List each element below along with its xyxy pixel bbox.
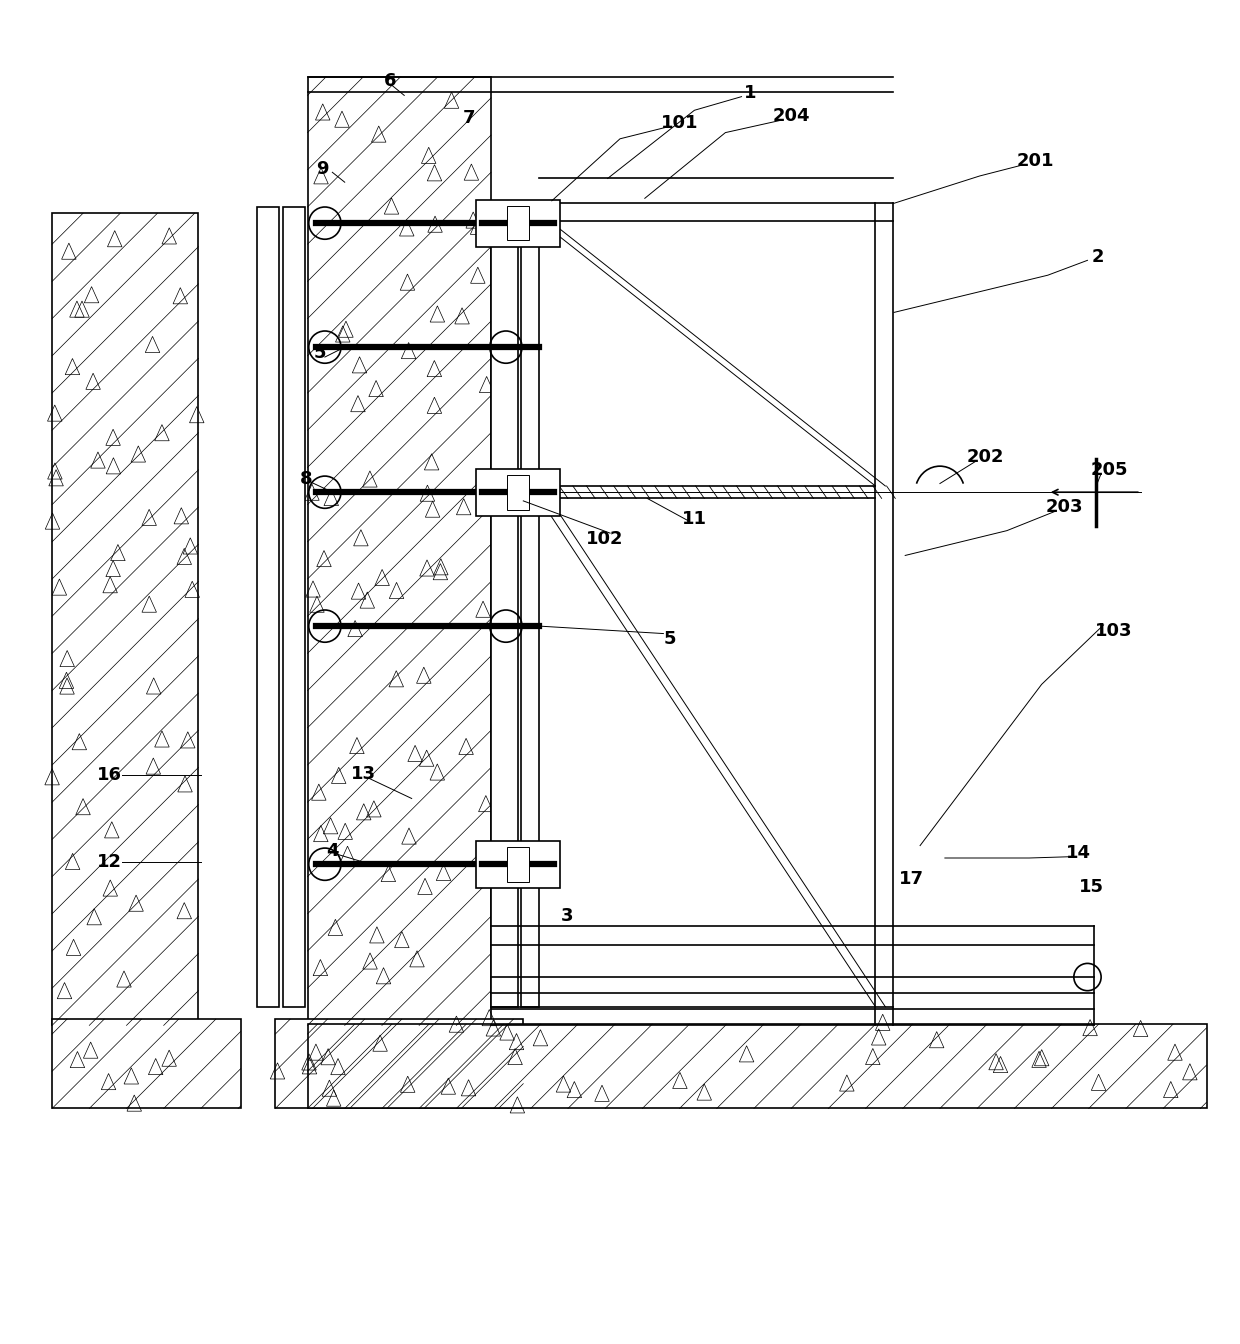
Text: 13: 13 — [351, 765, 376, 782]
Text: 205: 205 — [1091, 461, 1128, 478]
Text: 203: 203 — [1045, 499, 1083, 516]
Text: 7: 7 — [463, 109, 475, 126]
Text: 2: 2 — [1091, 247, 1104, 266]
Bar — [476, 840, 560, 888]
Text: 6: 6 — [384, 71, 397, 90]
Text: 204: 204 — [773, 108, 810, 125]
Text: 8: 8 — [300, 469, 312, 488]
Text: 5: 5 — [663, 629, 676, 648]
Bar — [476, 469, 560, 516]
Text: 4: 4 — [326, 841, 339, 860]
Text: 103: 103 — [1095, 622, 1132, 640]
Bar — [507, 206, 529, 241]
Text: 3: 3 — [560, 907, 573, 925]
Text: 16: 16 — [97, 766, 122, 784]
Bar — [521, 207, 539, 1007]
Bar — [283, 207, 305, 1007]
Text: 12: 12 — [97, 852, 122, 871]
Text: 11: 11 — [682, 511, 707, 528]
Bar — [507, 474, 529, 509]
Text: 101: 101 — [661, 114, 698, 132]
Text: 15: 15 — [1079, 878, 1104, 895]
Text: 14: 14 — [1066, 844, 1091, 862]
Text: 1: 1 — [744, 83, 756, 102]
Bar — [52, 214, 198, 1025]
Text: 9: 9 — [316, 160, 329, 177]
Text: 102: 102 — [587, 531, 624, 548]
Bar — [308, 1024, 1207, 1109]
Text: 5: 5 — [314, 344, 326, 363]
Bar — [257, 207, 279, 1007]
Text: 201: 201 — [1017, 152, 1054, 171]
Text: 202: 202 — [967, 449, 1004, 466]
Text: 17: 17 — [899, 870, 924, 888]
Bar — [507, 847, 529, 882]
Bar — [491, 207, 518, 1007]
Bar — [52, 1019, 241, 1109]
Bar — [275, 1019, 523, 1109]
Bar — [308, 77, 491, 1025]
Bar — [476, 199, 560, 247]
